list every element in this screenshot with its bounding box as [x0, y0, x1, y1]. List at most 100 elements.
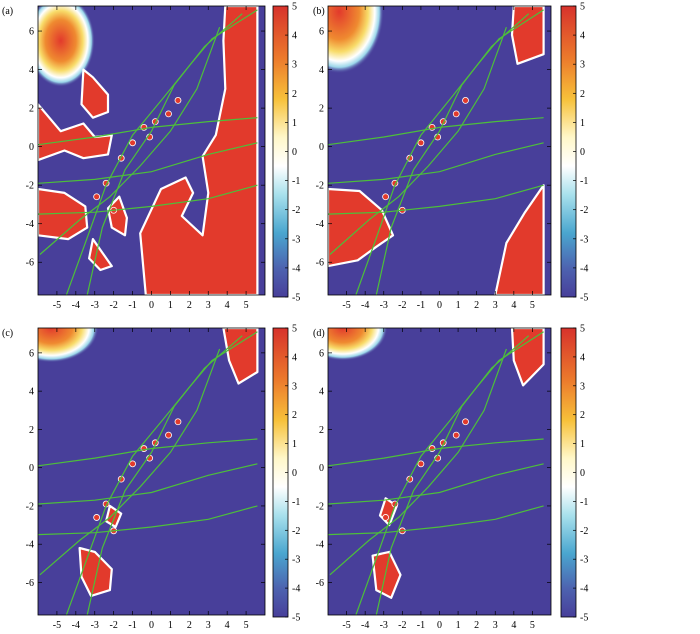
y-tick-label: 2 — [29, 425, 34, 436]
x-tick-label: 5 — [244, 300, 249, 311]
y-tick-label: 2 — [319, 425, 324, 436]
y-tick-label: 0 — [319, 463, 324, 474]
colorbar-tick-label: -3 — [580, 555, 588, 566]
x-tick-label: -5 — [53, 300, 61, 311]
x-tick-label: -3 — [380, 620, 388, 631]
colorbar-tick-label: -2 — [580, 526, 588, 537]
x-tick-label: 3 — [493, 620, 498, 631]
x-tick-label: -2 — [109, 300, 117, 311]
overlay-curve-3 — [329, 26, 507, 255]
colorbar-tick-label: 5 — [580, 2, 585, 13]
x-tick-label: 4 — [225, 300, 230, 311]
heatmap-spot — [382, 514, 390, 521]
x-tick-label: 0 — [437, 300, 442, 311]
overlay-curve-2 — [86, 335, 243, 615]
heatmap-spot — [452, 110, 460, 118]
x-tick-label: -4 — [361, 620, 369, 631]
colorbar-tick-label: -1 — [580, 176, 588, 187]
heatmap-region — [139, 6, 259, 295]
colorbar-tick-label: 2 — [292, 89, 297, 100]
y-tick-label: -4 — [316, 540, 324, 551]
heatmap-region — [371, 550, 402, 599]
overlay-curve-5 — [38, 142, 258, 184]
heatmap-spot — [93, 514, 101, 521]
heatmap-region — [494, 184, 545, 295]
x-tick-label: -2 — [398, 620, 406, 631]
panel-label: (c) — [2, 328, 13, 339]
heatmap-spot — [452, 431, 460, 439]
colorbar-tick-label: 0 — [292, 147, 297, 158]
heatmap-hotspot — [38, 328, 99, 363]
overlay-curve-6 — [328, 184, 544, 215]
y-tick-label: -6 — [316, 578, 324, 589]
overlay-curve-6 — [328, 505, 544, 536]
y-tick-label: -4 — [26, 540, 34, 551]
overlay-curve-3 — [329, 348, 507, 576]
y-tick-label: -4 — [26, 219, 34, 230]
x-tick-label: -3 — [380, 300, 388, 311]
colorbar-tick-label: 3 — [292, 381, 297, 392]
x-tick-label: 0 — [437, 620, 442, 631]
colorbar-tick-label: 2 — [292, 410, 297, 421]
heatmap-spot — [174, 97, 182, 104]
heatmap-region — [510, 328, 545, 387]
colorbar-tick-label: 1 — [292, 118, 297, 129]
heatmap-region — [106, 195, 128, 237]
colorbar-tick-label: 0 — [292, 468, 297, 479]
heatmap-region — [80, 68, 110, 119]
y-tick-label: 2 — [319, 104, 324, 115]
heatmap-region — [78, 546, 113, 597]
x-tick-label: -3 — [91, 620, 99, 631]
y-tick-label: 4 — [319, 387, 324, 398]
overlay-curve-3 — [39, 26, 221, 255]
y-tick-label: -6 — [26, 578, 34, 589]
x-tick-label: 3 — [206, 620, 211, 631]
heatmap-spot — [462, 97, 469, 104]
heatmap-background — [38, 328, 265, 615]
heatmap-hotspot — [328, 6, 384, 74]
heatmap-spot — [382, 193, 390, 201]
x-tick-label: -1 — [128, 300, 136, 311]
y-tick-label: 6 — [29, 348, 34, 359]
colorbar-tick-label: -4 — [292, 263, 300, 274]
x-tick-label: -4 — [72, 300, 80, 311]
colorbar: 5 4 3 2 1 0 -1 -2 -3 -4 -5 — [560, 324, 588, 624]
heatmap-spot — [417, 460, 425, 468]
colorbar-tick-label: 5 — [292, 324, 297, 335]
colorbar-tick-label: -5 — [292, 613, 300, 624]
overlay-curve-5 — [328, 463, 544, 505]
overlay-curve-4 — [328, 117, 544, 146]
colorbar-tick-label: -3 — [292, 555, 300, 566]
y-tick-label: -4 — [316, 219, 324, 230]
colorbar-tick-label: -5 — [580, 293, 588, 304]
colorbar-tick-label: 0 — [580, 147, 585, 158]
heatmap-spot — [129, 460, 136, 468]
x-tick-label: 5 — [530, 620, 535, 631]
heatmap-region — [38, 103, 113, 162]
x-tick-label: 1 — [168, 300, 173, 311]
colorbar-tick-label: -2 — [292, 526, 300, 537]
x-tick-label: -3 — [91, 300, 99, 311]
x-tick-label: -1 — [417, 300, 425, 311]
colorbar-tick-label: 2 — [580, 89, 585, 100]
colorbar-tick-label: 3 — [580, 60, 585, 71]
colorbar-tick-label: 1 — [580, 439, 585, 450]
x-tick-label: -2 — [109, 620, 117, 631]
colorbar-tick-label: 5 — [580, 324, 585, 335]
x-tick-label: 2 — [187, 620, 192, 631]
y-tick-label: -2 — [316, 181, 324, 192]
heatmap-area — [328, 6, 551, 295]
y-tick-label: 6 — [319, 27, 324, 38]
heatmap-spot — [129, 139, 136, 147]
y-tick-label: -6 — [316, 258, 324, 269]
x-tick-label: 2 — [474, 620, 479, 631]
x-tick-label: 0 — [149, 300, 154, 311]
y-tick-label: -2 — [26, 501, 34, 512]
overlay-curve-4 — [38, 438, 258, 467]
colorbar-tick-label: 4 — [580, 352, 585, 363]
heatmap-hotspot — [38, 6, 95, 87]
